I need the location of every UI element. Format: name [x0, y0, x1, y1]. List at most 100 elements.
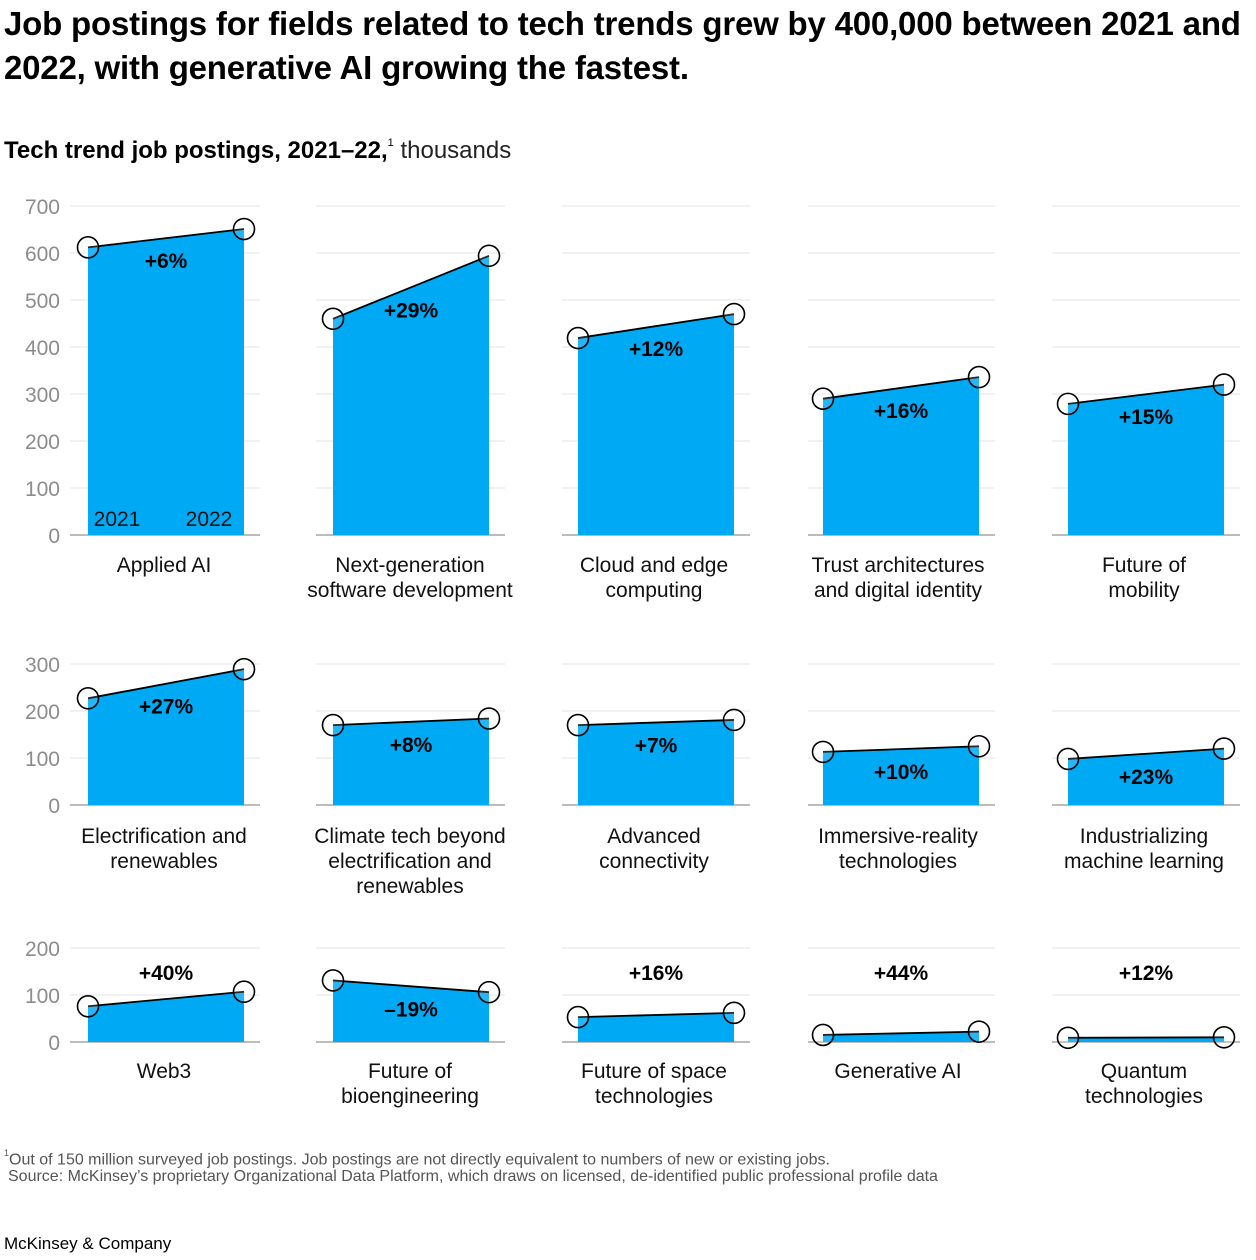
category-label: connectivity [599, 850, 709, 873]
change-label: +10% [874, 761, 929, 784]
y-tick-label: 200 [25, 431, 60, 454]
change-label: +27% [139, 696, 194, 719]
category-label: Cloud and edge [580, 554, 728, 577]
trend-line [87, 668, 245, 700]
y-tick-label: 200 [25, 701, 60, 724]
category-label: electrification and [328, 850, 491, 873]
y-tick-label: 200 [25, 938, 60, 961]
trend-line [822, 745, 980, 753]
subtitle-unit: thousands [400, 137, 512, 164]
data-point-2022 [967, 1020, 991, 1043]
data-point-2021 [1056, 392, 1080, 416]
data-point-2021 [76, 994, 100, 1018]
footnote: 1Out of 150 million surveyed job posting… [4, 1144, 830, 1171]
y-tick-label: 300 [25, 384, 60, 407]
change-label: +12% [629, 338, 684, 361]
trend-line [822, 1030, 980, 1036]
year-label-2022: 2022 [186, 508, 233, 531]
data-point-2022 [232, 980, 256, 1004]
y-tick-label: 0 [48, 525, 60, 548]
category-label: Next-generation [335, 554, 484, 577]
area-fill [1068, 384, 1224, 535]
change-label: +16% [629, 962, 684, 985]
category-label: software development [307, 579, 513, 602]
category-label: renewables [110, 850, 217, 873]
trend-line [87, 990, 245, 1008]
data-point-2022 [722, 708, 746, 732]
data-point-2022 [967, 365, 991, 389]
data-point-2021 [321, 307, 345, 331]
data-point-2021 [1056, 1026, 1080, 1050]
category-label: Future of space [581, 1060, 727, 1083]
data-point-2021 [76, 236, 100, 259]
y-tick-label: 500 [25, 290, 60, 313]
area-fill [578, 314, 734, 535]
data-point-2022 [232, 657, 256, 681]
change-label: +23% [1119, 766, 1174, 789]
category-label: mobility [1108, 579, 1180, 602]
data-point-2022 [232, 217, 256, 241]
category-label: bioengineering [341, 1085, 479, 1108]
area-fill [578, 1012, 734, 1042]
trend-line [1067, 383, 1225, 405]
category-label: and digital identity [814, 579, 983, 602]
source-note: Source: McKinsey’s proprietary Organizat… [8, 1168, 938, 1185]
category-label: technologies [839, 850, 957, 873]
category-label: Industrializing [1080, 825, 1208, 848]
y-tick-label: 100 [25, 478, 60, 501]
data-point-2021 [321, 969, 345, 992]
data-point-2021 [811, 740, 835, 764]
change-label: +40% [139, 962, 194, 985]
trend-line [822, 376, 980, 400]
data-point-2021 [811, 387, 835, 411]
trend-line [87, 228, 245, 249]
trend-line [577, 719, 735, 726]
data-point-2021 [811, 1023, 835, 1047]
data-point-2021 [566, 713, 590, 737]
category-label: Quantum [1101, 1060, 1187, 1083]
year-label-2021: 2021 [94, 508, 141, 531]
data-point-2022 [722, 302, 746, 326]
change-label: +44% [874, 962, 929, 985]
chart-title: Job postings for fields related to tech … [4, 5, 1241, 86]
area-fill [88, 229, 244, 535]
category-label: Web3 [137, 1060, 191, 1083]
area-fill [88, 991, 244, 1042]
data-point-2022 [477, 244, 501, 268]
change-label: +16% [874, 400, 929, 423]
trend-line [577, 313, 735, 339]
footnote-mark: 1 [4, 1148, 10, 1158]
category-label: computing [606, 579, 703, 602]
change-label: +12% [1119, 962, 1174, 985]
chart-subtitle: Tech trend job postings, 2021–22,1 thous… [4, 130, 511, 167]
brand-logo-text: McKinsey & Company [4, 1234, 172, 1253]
category-label: Future of [1102, 554, 1186, 577]
category-label: technologies [1085, 1085, 1203, 1108]
data-point-2021 [566, 326, 590, 350]
category-label: Generative AI [834, 1060, 961, 1083]
trend-line [577, 1011, 735, 1018]
change-label: +29% [384, 299, 439, 322]
y-tick-label: 300 [25, 654, 60, 677]
area-fill [333, 718, 489, 805]
data-point-2022 [722, 1001, 746, 1025]
trend-line [332, 717, 490, 726]
category-label: Future of [368, 1060, 452, 1083]
area-fill [1068, 748, 1224, 805]
category-label: renewables [356, 875, 463, 898]
data-point-2022 [1212, 373, 1236, 396]
data-point-2021 [566, 1005, 590, 1029]
trend-line [332, 979, 490, 994]
data-point-2022 [477, 707, 501, 730]
data-point-2022 [1212, 737, 1236, 760]
category-label: machine learning [1064, 850, 1224, 873]
area-fill [333, 255, 489, 535]
trend-line [1067, 747, 1225, 760]
category-label: technologies [595, 1085, 713, 1108]
change-label: –19% [384, 998, 438, 1021]
subtitle-footnote-mark: 1 [387, 137, 394, 149]
data-point-2021 [321, 713, 345, 737]
y-tick-label: 400 [25, 337, 60, 360]
y-tick-label: 700 [25, 196, 60, 219]
